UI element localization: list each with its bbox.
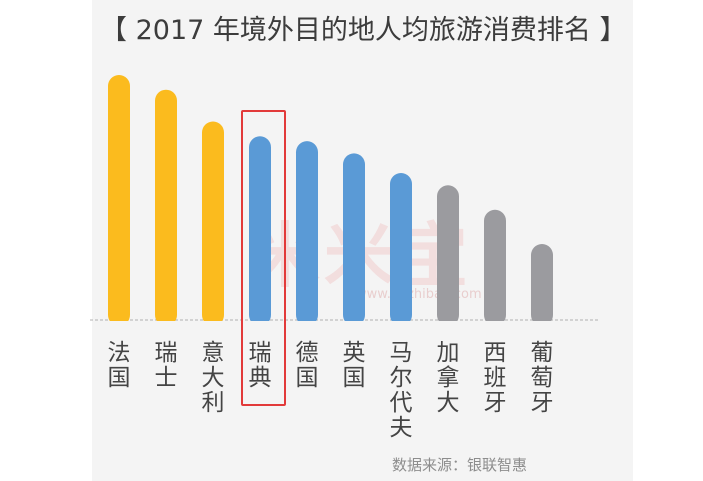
bars-group bbox=[92, 75, 632, 329]
x-tick-label: 马尔代夫 bbox=[389, 340, 413, 441]
x-tick-label: 西班牙 bbox=[483, 340, 507, 416]
bar-西班牙 bbox=[484, 209, 506, 326]
bar-意大利 bbox=[202, 121, 224, 326]
x-tick-label: 意大利 bbox=[201, 340, 225, 416]
x-tick-label: 瑞士 bbox=[154, 340, 178, 391]
x-tick-label: 瑞典 bbox=[248, 340, 272, 391]
bar-法国 bbox=[108, 75, 130, 326]
x-tick-label: 法国 bbox=[107, 340, 131, 391]
x-tick-label: 加拿大 bbox=[436, 340, 460, 416]
bar-瑞士 bbox=[155, 89, 177, 326]
bar-英国 bbox=[343, 153, 365, 326]
x-tick-label: 德国 bbox=[295, 340, 319, 391]
x-tick-label: 英国 bbox=[342, 340, 366, 391]
bar-德国 bbox=[296, 141, 318, 326]
chart-title: 【 2017 年境外目的地人均旅游消费排名 】 bbox=[100, 15, 627, 46]
x-tick-label: 葡萄牙 bbox=[530, 340, 554, 416]
bar-加拿大 bbox=[437, 185, 459, 326]
data-source: 数据来源：银联智惠 bbox=[392, 456, 528, 474]
bar-马尔代夫 bbox=[390, 173, 412, 326]
bar-base-mask bbox=[92, 321, 632, 329]
bar-瑞典 bbox=[249, 136, 271, 326]
bar-葡萄牙 bbox=[531, 244, 553, 326]
highlight-box bbox=[241, 110, 286, 406]
